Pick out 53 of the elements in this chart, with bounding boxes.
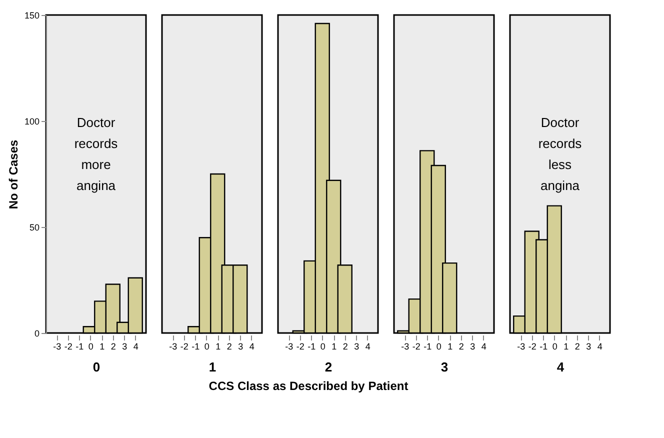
x-tick-label: -1 [308,342,316,352]
x-tick-label: 1 [100,342,105,352]
x-tick-label: 0 [320,342,326,352]
x-tick-label: -1 [424,342,432,352]
text: CCS Class as Described by Patient [208,378,408,393]
x-tick-label: 0 [204,342,210,352]
x-tick-label: 4 [249,342,254,352]
x-tick-label: -2 [64,342,72,352]
annotation: Doctor records less angina [538,114,582,193]
x-axis-title: 4 [556,360,565,374]
x-tick-label: 2 [458,342,464,352]
x-tick-label: -2 [412,342,420,352]
x-tick-label: 3 [470,342,476,352]
y-tick-label: 50 [29,222,40,232]
x-tick-label: -3 [517,342,526,352]
x-tick-label: 0 [436,342,442,352]
x-tick-label: 1 [564,342,569,352]
y-axis-title: No of Cases [6,140,20,210]
x-tick-label: 3 [238,342,244,352]
x-tick-label: 1 [216,342,221,352]
x-tick-label: 0 [552,342,558,352]
x-tick-label: 4 [133,342,138,352]
x-tick-label: 0 [88,342,94,352]
x-tick-label: 4 [481,342,486,352]
x-tick-label: 3 [586,342,592,352]
annotation: Doctor records more angina [74,114,118,193]
x-tick-label: -3 [53,342,62,352]
x-tick-label: 2 [574,342,580,352]
x-tick-label: -1 [192,342,200,352]
y-tick-label: 0 [34,328,40,338]
x-tick-label: 2 [110,342,116,352]
x-axis-title: 0 [92,360,100,374]
x-tick-label: -3 [285,342,294,352]
x-tick-label: -2 [528,342,536,352]
x-tick-label: -2 [180,342,188,352]
x-tick-label: 2 [342,342,348,352]
x-tick-label: 4 [597,342,602,352]
x-tick-label: 3 [122,342,128,352]
x-axis-title: 1 [208,360,216,374]
x-tick-label: 1 [448,342,453,352]
x-axis-title: 3 [440,360,448,374]
y-tick-label: 100 [24,116,40,126]
x-tick-label: -2 [296,342,304,352]
x-tick-label: 4 [365,342,370,352]
y-tick-label: 150 [24,10,40,20]
x-tick-label: -3 [169,342,178,352]
x-tick-label: 2 [226,342,232,352]
x-tick-label: 1 [332,342,337,352]
x-tick-label: -1 [540,342,548,352]
x-axis-title: 2 [324,360,332,374]
x-tick-label: 3 [354,342,360,352]
x-tick-label: -1 [76,342,84,352]
x-tick-label: -3 [401,342,410,352]
